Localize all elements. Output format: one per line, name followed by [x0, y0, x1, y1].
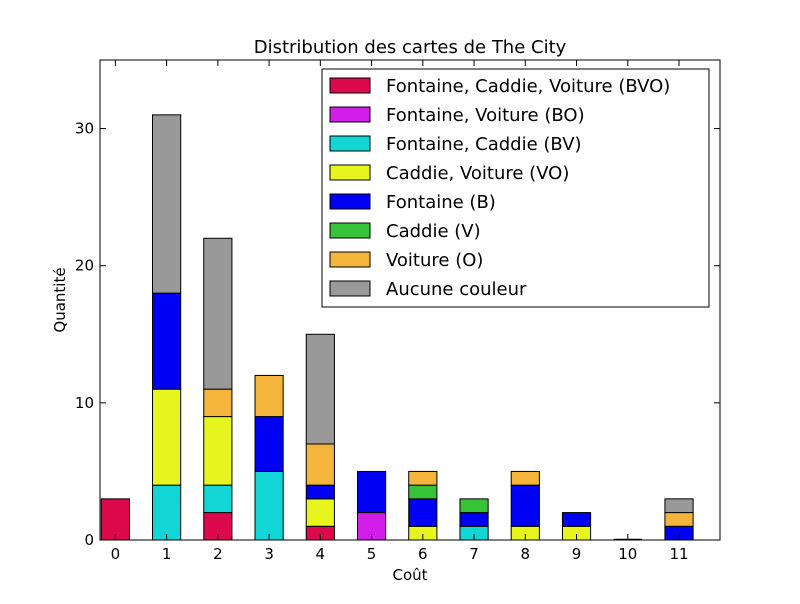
bar-segment [254, 470, 284, 541]
x-tick-label: 5 [367, 545, 377, 563]
x-tick-label: 11 [669, 545, 688, 563]
bar-segment [305, 333, 335, 445]
bar-segment [305, 443, 335, 486]
legend-label: Fontaine, Caddie, Voiture (BVO) [386, 76, 670, 97]
bar-segment [100, 498, 130, 541]
legend-label: Aucune couleur [386, 279, 527, 300]
plot-frame [99, 59, 721, 541]
y-tick-label: 20 [75, 257, 94, 275]
bar-segment [152, 292, 182, 390]
bar-segment [254, 416, 284, 472]
legend-swatch [329, 222, 371, 239]
bar-segment [203, 416, 233, 486]
y-tick-label: 30 [75, 120, 94, 138]
x-tick-label: 1 [162, 545, 172, 563]
x-axis-label: Coût [392, 566, 427, 584]
bar-segment [408, 470, 438, 486]
ticks-layer: 0 1 2 3 4 5 6 7 8 9 10 11 0 10 20 30 [75, 60, 720, 563]
legend-box [321, 68, 710, 308]
legend-swatch [329, 77, 371, 94]
bar-segment [664, 512, 694, 527]
bar-segment [408, 498, 438, 527]
legend-swatch [329, 251, 371, 268]
bar-segment [510, 484, 540, 527]
bar-segment [305, 484, 335, 500]
bars-layer [100, 114, 694, 541]
x-tick-label: 7 [469, 545, 479, 563]
bar-segment [664, 498, 694, 514]
legend-swatch [329, 193, 371, 210]
x-tick-label: 4 [316, 545, 326, 563]
bar-segment [356, 470, 387, 514]
bar-segment [254, 374, 284, 418]
legend-label: Caddie (V) [386, 221, 481, 242]
bar-segment [459, 512, 489, 527]
bar-segment [152, 484, 182, 541]
legend-swatch [329, 164, 371, 181]
legend-label: Fontaine (B) [386, 192, 496, 213]
x-tick-label: 9 [572, 545, 582, 563]
y-axis-label: Quantité [51, 267, 69, 332]
x-tick-label: 6 [418, 545, 428, 563]
x-tick-label: 8 [521, 545, 531, 563]
chart-title: Distribution des cartes de The City [254, 37, 567, 58]
bar-segment [459, 498, 489, 514]
legend-swatch [329, 280, 371, 297]
bar-segment [408, 484, 438, 500]
legend: Fontaine, Caddie, Voiture (BVO) Fontaine,… [321, 68, 710, 308]
x-tick-label: 10 [618, 545, 637, 563]
x-tick-label: 0 [111, 545, 121, 563]
bar-segment [203, 484, 233, 514]
bar-segment [305, 498, 335, 527]
legend-label: Fontaine, Voiture (BO) [386, 105, 585, 126]
x-tick-label: 2 [213, 545, 223, 563]
y-tick-label: 10 [75, 394, 94, 412]
bar-segment [510, 470, 540, 486]
x-tick-label: 3 [264, 545, 274, 563]
bar-segment [561, 512, 592, 527]
bar-segment [152, 114, 182, 294]
bar-segment [203, 237, 233, 390]
legend-label: Fontaine, Caddie (BV) [386, 134, 582, 155]
legend-swatch [329, 135, 371, 152]
bar-segment [152, 388, 182, 486]
legend-label: Caddie, Voiture (VO) [386, 163, 569, 184]
legend-swatch [329, 106, 371, 123]
bar-segment [203, 388, 233, 418]
legend-label: Voiture (O) [386, 250, 483, 271]
y-tick-label: 0 [84, 531, 94, 549]
